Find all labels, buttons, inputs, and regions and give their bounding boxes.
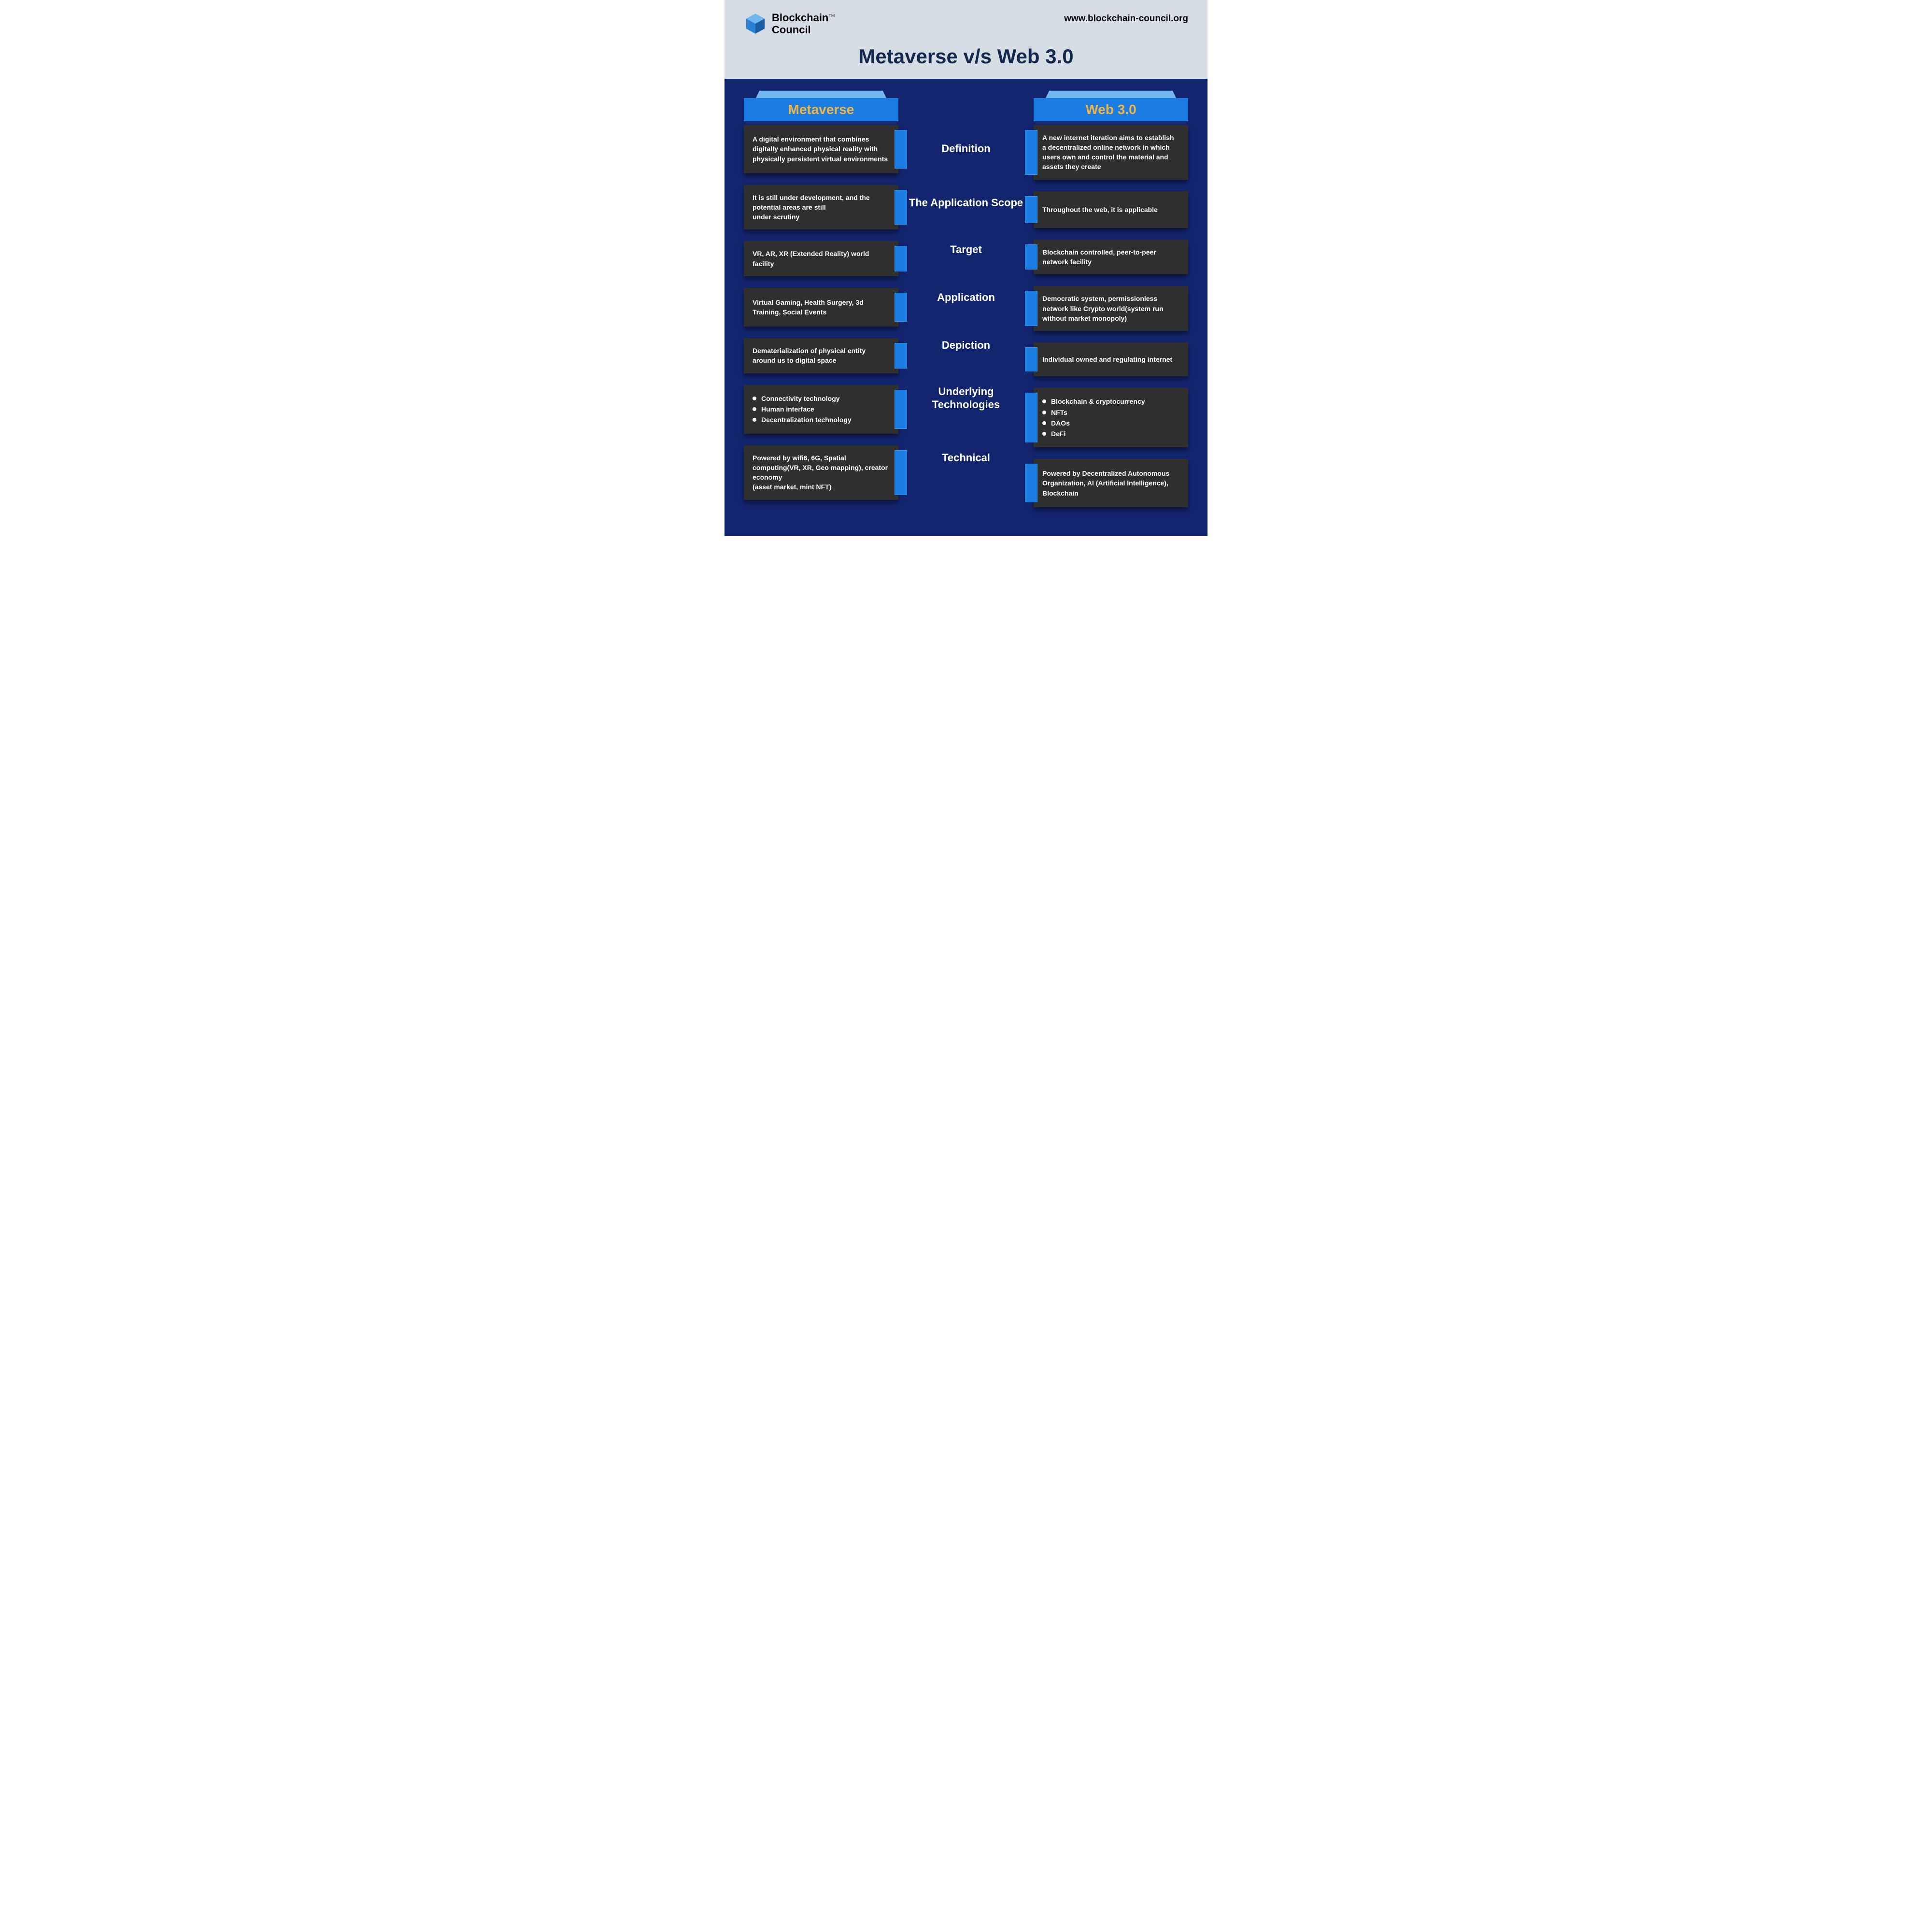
card-technical-right: Powered by Decentralized Autonomous Orga… bbox=[1034, 459, 1188, 507]
brand-logo: BlockchainTM Council bbox=[744, 12, 835, 36]
card-tech-left: Connectivity technology Human interface … bbox=[744, 385, 898, 434]
page-title: Metaverse v/s Web 3.0 bbox=[744, 45, 1188, 68]
web3-column: Web 3.0 A new internet iteration aims to… bbox=[1034, 87, 1188, 519]
infographic-page: BlockchainTM Council www.blockchain-coun… bbox=[724, 0, 1208, 536]
list-item: DeFi bbox=[1042, 429, 1179, 439]
list-item: Decentralization technology bbox=[753, 415, 890, 425]
brand-line2: Council bbox=[772, 24, 811, 36]
label-target: Target bbox=[950, 233, 982, 267]
card-scope-right: Throughout the web, it is applicable bbox=[1034, 191, 1188, 228]
label-depiction: Depiction bbox=[942, 329, 990, 363]
connector-tab bbox=[895, 190, 907, 225]
metaverse-cards: A digital environment that combines digi… bbox=[744, 125, 898, 511]
header-top-row: BlockchainTM Council www.blockchain-coun… bbox=[744, 12, 1188, 36]
brand-line1: Blockchain bbox=[772, 12, 828, 24]
card-depiction-left: Dematerialization of physical entity aro… bbox=[744, 338, 898, 373]
text: VR, AR, XR (Extended Reality) world faci… bbox=[753, 249, 890, 269]
text: Throughout the web, it is applicable bbox=[1042, 205, 1179, 214]
connector-tab bbox=[895, 390, 907, 429]
connector-tab bbox=[895, 293, 907, 322]
label-underlying: Underlying Technologies bbox=[908, 374, 1024, 423]
text: Virtual Gaming, Health Surgery, 3d Train… bbox=[753, 298, 890, 317]
category-labels-column: Definition The Application Scope Target … bbox=[908, 87, 1024, 494]
connector-tab bbox=[1025, 196, 1037, 223]
card-application-left: Virtual Gaming, Health Surgery, 3d Train… bbox=[744, 288, 898, 327]
columns-wrap: Metaverse A digital environment that com… bbox=[744, 87, 1188, 519]
text: A new internet iteration aims to establi… bbox=[1042, 133, 1179, 172]
label-technical: Technical bbox=[942, 434, 990, 483]
text: Blockchain controlled, peer-to-peer netw… bbox=[1042, 247, 1179, 267]
tech-list-left: Connectivity technology Human interface … bbox=[753, 393, 890, 426]
list-item: NFTs bbox=[1042, 408, 1179, 417]
tech-list-right: Blockchain & cryptocurrency NFTs DAOs De… bbox=[1042, 396, 1179, 440]
label-definition: Definition bbox=[941, 125, 990, 173]
comparison-body: Metaverse A digital environment that com… bbox=[724, 79, 1208, 537]
connector-tab bbox=[895, 450, 907, 495]
card-scope-left: It is still under development, and the p… bbox=[744, 185, 898, 230]
card-target-left: VR, AR, XR (Extended Reality) world faci… bbox=[744, 241, 898, 276]
site-url: www.blockchain-council.org bbox=[1064, 12, 1188, 24]
list-item: Blockchain & cryptocurrency bbox=[1042, 397, 1179, 406]
metaverse-header: Metaverse bbox=[744, 87, 898, 121]
card-definition-left: A digital environment that combines digi… bbox=[744, 125, 898, 173]
label-scope: The Application Scope bbox=[909, 185, 1023, 222]
card-tech-right: Blockchain & cryptocurrency NFTs DAOs De… bbox=[1034, 388, 1188, 447]
metaverse-column: Metaverse A digital environment that com… bbox=[744, 87, 898, 511]
text: Democratic system, permissionless networ… bbox=[1042, 294, 1179, 323]
text: A digital environment that combines digi… bbox=[753, 134, 890, 164]
web3-title: Web 3.0 bbox=[1034, 98, 1188, 121]
card-target-right: Blockchain controlled, peer-to-peer netw… bbox=[1034, 240, 1188, 275]
text: Dematerialization of physical entity aro… bbox=[753, 346, 890, 366]
card-application-right: Democratic system, permissionless networ… bbox=[1034, 286, 1188, 331]
connector-tab bbox=[1025, 393, 1037, 442]
label-application: Application bbox=[937, 279, 995, 317]
card-depiction-right: Individual owned and regulating internet bbox=[1034, 342, 1188, 376]
connector-tab bbox=[1025, 464, 1037, 502]
text: It is still under development, and the p… bbox=[753, 193, 890, 222]
text: Powered by Decentralized Autonomous Orga… bbox=[1042, 469, 1179, 498]
trademark: TM bbox=[828, 14, 835, 18]
connector-tab bbox=[895, 343, 907, 369]
connector-tab bbox=[1025, 291, 1037, 326]
card-technical-left: Powered by wifi6, 6G, Spatial computing(… bbox=[744, 445, 898, 500]
cube-icon bbox=[744, 12, 767, 35]
metaverse-title: Metaverse bbox=[744, 98, 898, 121]
card-definition-right: A new internet iteration aims to establi… bbox=[1034, 125, 1188, 180]
list-item: Human interface bbox=[753, 404, 890, 414]
connector-tab bbox=[895, 246, 907, 271]
connector-tab bbox=[1025, 244, 1037, 270]
brand-text: BlockchainTM Council bbox=[772, 12, 835, 36]
list-item: DAOs bbox=[1042, 418, 1179, 428]
connector-tab bbox=[1025, 347, 1037, 371]
connector-tab bbox=[895, 130, 907, 169]
web3-header: Web 3.0 bbox=[1034, 87, 1188, 121]
web3-cards: A new internet iteration aims to establi… bbox=[1034, 125, 1188, 519]
text: Powered by wifi6, 6G, Spatial computing(… bbox=[753, 453, 890, 492]
list-item: Connectivity technology bbox=[753, 394, 890, 403]
header: BlockchainTM Council www.blockchain-coun… bbox=[724, 0, 1208, 79]
text: Individual owned and regulating internet bbox=[1042, 355, 1179, 364]
connector-tab bbox=[1025, 130, 1037, 175]
